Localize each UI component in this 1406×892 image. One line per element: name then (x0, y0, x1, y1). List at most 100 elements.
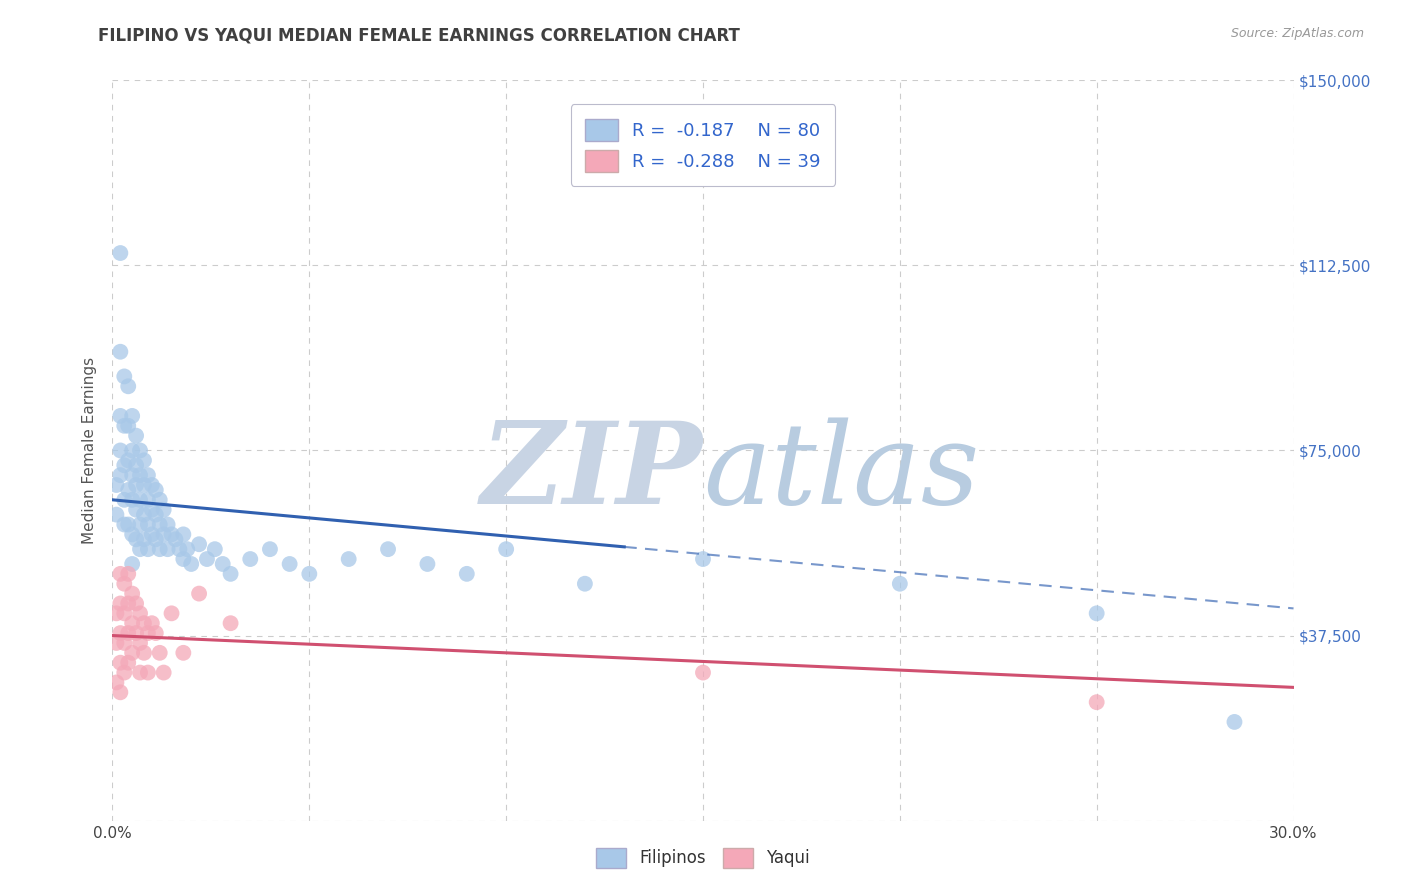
Point (145, 533, 167, 547)
Point (117, 418, 139, 433)
Point (112, 576, 135, 591)
Point (1085, 607, 1108, 621)
Point (129, 517, 152, 532)
Point (136, 542, 159, 557)
Point (152, 665, 174, 680)
Point (129, 607, 152, 621)
Point (132, 478, 155, 492)
Legend: Filipinos, Yaqui: Filipinos, Yaqui (589, 841, 817, 875)
Point (112, 665, 135, 680)
Point (152, 502, 174, 516)
Point (121, 443, 143, 458)
Point (129, 468, 152, 483)
Point (121, 586, 143, 600)
Point (117, 483, 139, 497)
Point (188, 537, 211, 551)
Text: ZIP: ZIP (481, 417, 703, 528)
Point (692, 552, 714, 566)
Point (105, 478, 128, 492)
Point (110, 344, 132, 359)
Point (180, 557, 202, 571)
Point (117, 453, 139, 467)
Point (165, 533, 187, 547)
Point (211, 557, 233, 571)
Point (456, 566, 478, 581)
Point (129, 443, 152, 458)
Point (136, 665, 159, 680)
Point (239, 552, 262, 566)
Legend: R =  -0.187    N = 80, R =  -0.288    N = 39: R = -0.187 N = 80, R = -0.288 N = 39 (571, 104, 835, 186)
Point (149, 542, 172, 557)
Point (495, 542, 517, 557)
Point (117, 379, 139, 393)
Point (136, 492, 159, 507)
Point (278, 557, 301, 571)
Point (112, 458, 135, 473)
Point (136, 626, 159, 640)
Point (337, 552, 360, 566)
Point (1223, 714, 1246, 729)
Point (129, 542, 152, 557)
Y-axis label: Median Female Earnings: Median Female Earnings (82, 357, 97, 544)
Point (141, 616, 163, 631)
Point (110, 246, 132, 260)
Point (121, 492, 143, 507)
Point (132, 533, 155, 547)
Point (141, 478, 163, 492)
Point (125, 478, 148, 492)
Point (110, 443, 132, 458)
Text: atlas: atlas (703, 417, 980, 528)
Point (149, 517, 172, 532)
Point (105, 675, 128, 690)
Point (176, 542, 198, 557)
Point (117, 566, 139, 581)
Point (219, 566, 242, 581)
Point (156, 542, 179, 557)
Point (574, 576, 596, 591)
Point (195, 552, 218, 566)
Point (121, 616, 143, 631)
Point (117, 656, 139, 670)
Point (121, 557, 143, 571)
Point (121, 409, 143, 423)
Point (259, 542, 281, 557)
Text: FILIPINO VS YAQUI MEDIAN FEMALE EARNINGS CORRELATION CHART: FILIPINO VS YAQUI MEDIAN FEMALE EARNINGS… (98, 27, 741, 45)
Point (132, 646, 155, 660)
Point (110, 626, 132, 640)
Point (1085, 695, 1108, 709)
Point (145, 626, 167, 640)
Point (112, 492, 135, 507)
Point (105, 508, 128, 522)
Point (125, 533, 148, 547)
Point (129, 665, 152, 680)
Point (160, 607, 183, 621)
Point (105, 607, 128, 621)
Point (132, 508, 155, 522)
Point (149, 492, 172, 507)
Point (121, 468, 143, 483)
Point (129, 492, 152, 507)
Point (141, 502, 163, 516)
Point (110, 597, 132, 611)
Point (110, 566, 132, 581)
Point (152, 527, 174, 541)
Point (156, 517, 179, 532)
Point (377, 542, 399, 557)
Point (110, 409, 132, 423)
Point (188, 586, 211, 600)
Point (110, 685, 132, 699)
Point (172, 646, 194, 660)
Point (125, 597, 148, 611)
Point (169, 542, 191, 557)
Point (219, 616, 242, 631)
Point (121, 527, 143, 541)
Point (112, 369, 135, 384)
Point (129, 636, 152, 650)
Point (125, 428, 148, 442)
Point (172, 552, 194, 566)
Point (125, 626, 148, 640)
Point (105, 636, 128, 650)
Point (117, 597, 139, 611)
Point (112, 636, 135, 650)
Point (416, 557, 439, 571)
